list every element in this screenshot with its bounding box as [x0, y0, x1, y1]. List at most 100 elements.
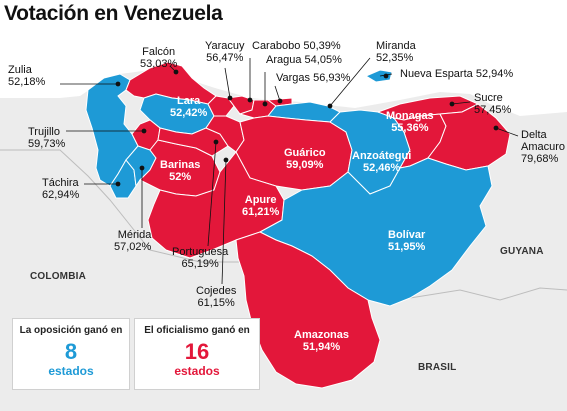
label-sucre: Sucre 57,45%	[474, 92, 511, 116]
legend-caption: El oficialismo ganó en	[144, 325, 250, 336]
dot-miranda	[327, 103, 333, 109]
state-name: Carabobo	[252, 40, 301, 52]
state-pct: 50,39%	[303, 40, 341, 52]
leader-yaracuy	[224, 67, 231, 99]
state-name: Aragua	[266, 54, 302, 66]
dot-aragua	[262, 101, 268, 107]
label-amazonas: Amazonas 51,94%	[294, 329, 349, 353]
dot-sucre	[449, 101, 455, 107]
state-name: Zulia	[8, 64, 32, 76]
region-nueva-esparta	[364, 69, 393, 83]
state-name: Barinas	[160, 159, 201, 171]
state-name: Lara	[177, 95, 201, 107]
dot-yaracuy	[227, 95, 233, 101]
state-pct: 56,93%	[313, 72, 351, 84]
state-pct: 59,73%	[28, 138, 66, 150]
label-aragua: Aragua 54,05%	[266, 54, 342, 66]
dot-merida	[139, 165, 145, 171]
state-pct: 57,02%	[114, 241, 152, 253]
label-trujillo: Trujillo 59,73%	[28, 126, 65, 150]
caribbean-sea	[0, 32, 567, 116]
state-pct: 51,95%	[388, 241, 426, 253]
state-pct: 52,35%	[376, 52, 414, 64]
label-anzoategui: Anzoátegui 52,46%	[352, 150, 411, 174]
legend-government: El oficialismo ganó en 16 estados	[134, 318, 260, 390]
label-bolivar: Bolívar 51,95%	[388, 229, 425, 253]
border-line-brasil	[409, 287, 567, 301]
state-name: Mérida	[117, 229, 152, 241]
label-tachira: Táchira 62,94%	[42, 177, 79, 201]
state-pct: 54,05%	[304, 54, 342, 66]
state-name: Falcón	[142, 46, 176, 58]
label-apure: Apure 61,21%	[242, 194, 279, 218]
state-pct: 65,19%	[181, 258, 219, 270]
state-name: Anzoátegui	[352, 150, 412, 162]
label-zulia: Zulia 52,18%	[8, 64, 45, 88]
legend-count: 16	[184, 339, 210, 364]
state-pct: 55,36%	[391, 122, 429, 134]
leader-lines	[60, 57, 519, 285]
state-name: Trujillo	[28, 126, 60, 138]
leader-miranda	[329, 57, 371, 107]
label-vargas: Vargas 56,93%	[276, 72, 350, 84]
leader-delta-amacuro	[495, 127, 519, 137]
legend-unit: estados	[174, 364, 220, 378]
dot-portuguesa	[213, 139, 219, 145]
legend-unit: estados	[48, 364, 94, 378]
state-name: Sucre	[474, 92, 503, 104]
legend-opposition: La oposición ganó en 8 estados	[12, 318, 130, 390]
label-delta-amacuro: Delta Amacuro 79,68%	[521, 129, 567, 165]
state-pct: 57,45%	[474, 104, 512, 116]
state-name: Guárico	[284, 147, 326, 159]
state-pct: 53,03%	[140, 58, 178, 70]
country-brasil: BRASIL	[418, 362, 457, 373]
label-lara: Lara 52,42%	[170, 95, 207, 119]
state-name: Amazonas	[294, 329, 350, 341]
leader-sucre	[451, 101, 471, 105]
dot-cojedes	[223, 157, 229, 163]
map-canvas	[0, 32, 567, 389]
dot-nueva-esparta	[383, 73, 389, 79]
label-monagas: Monagas 55,36%	[386, 110, 434, 134]
leader-portuguesa	[207, 141, 217, 247]
dot-falcon	[173, 69, 179, 75]
dot-delta-amacuro	[493, 125, 499, 131]
label-barinas: Barinas 52%	[160, 159, 200, 183]
state-pct: 59,09%	[286, 159, 324, 171]
country-colombia: COLOMBIA	[30, 271, 87, 282]
label-guarico: Guárico 59,09%	[284, 147, 326, 171]
label-miranda: Miranda 52,35%	[376, 40, 416, 64]
state-name: Portuguesa	[172, 246, 229, 258]
state-pct: 79,68%	[521, 153, 559, 165]
state-pct: 52,18%	[8, 76, 46, 88]
state-pct: 51,94%	[302, 341, 341, 353]
label-nueva-esparta: Nueva Esparta 52,94%	[400, 68, 513, 80]
state-name: Vargas	[276, 72, 311, 84]
state-pct: 52%	[169, 171, 192, 183]
dot-zulia	[115, 81, 121, 87]
state-name: Bolívar	[388, 229, 426, 241]
state-name: Cojedes	[196, 285, 237, 297]
state-pct: 61,15%	[197, 297, 235, 309]
state-name: Táchira	[42, 177, 79, 189]
legend-count: 8	[64, 339, 78, 364]
state-pct: 52,42%	[170, 107, 208, 119]
dot-vargas	[277, 98, 283, 104]
page-title: Votación en Venezuela	[4, 2, 223, 25]
label-falcon: Falcón 53,03%	[140, 46, 177, 70]
label-carabobo: Carabobo 50,39%	[252, 40, 341, 52]
state-name: Delta Amacuro	[521, 129, 566, 153]
label-merida: Mérida 57,02%	[114, 229, 151, 253]
label-portuguesa: Portuguesa 65,19%	[172, 246, 228, 270]
dot-carabobo	[247, 97, 253, 103]
label-yaracuy: Yaracuy 56,47%	[205, 40, 245, 64]
state-name: Miranda	[376, 40, 416, 52]
state-name: Nueva Esparta	[400, 68, 473, 80]
state-name: Apure	[244, 194, 277, 206]
state-pct: 61,21%	[242, 206, 280, 218]
state-name: Yaracuy	[205, 40, 245, 52]
state-name: Monagas	[386, 110, 434, 122]
label-cojedes: Cojedes 61,15%	[196, 285, 236, 309]
region-amazonas	[235, 231, 381, 389]
dot-tachira	[115, 181, 121, 187]
